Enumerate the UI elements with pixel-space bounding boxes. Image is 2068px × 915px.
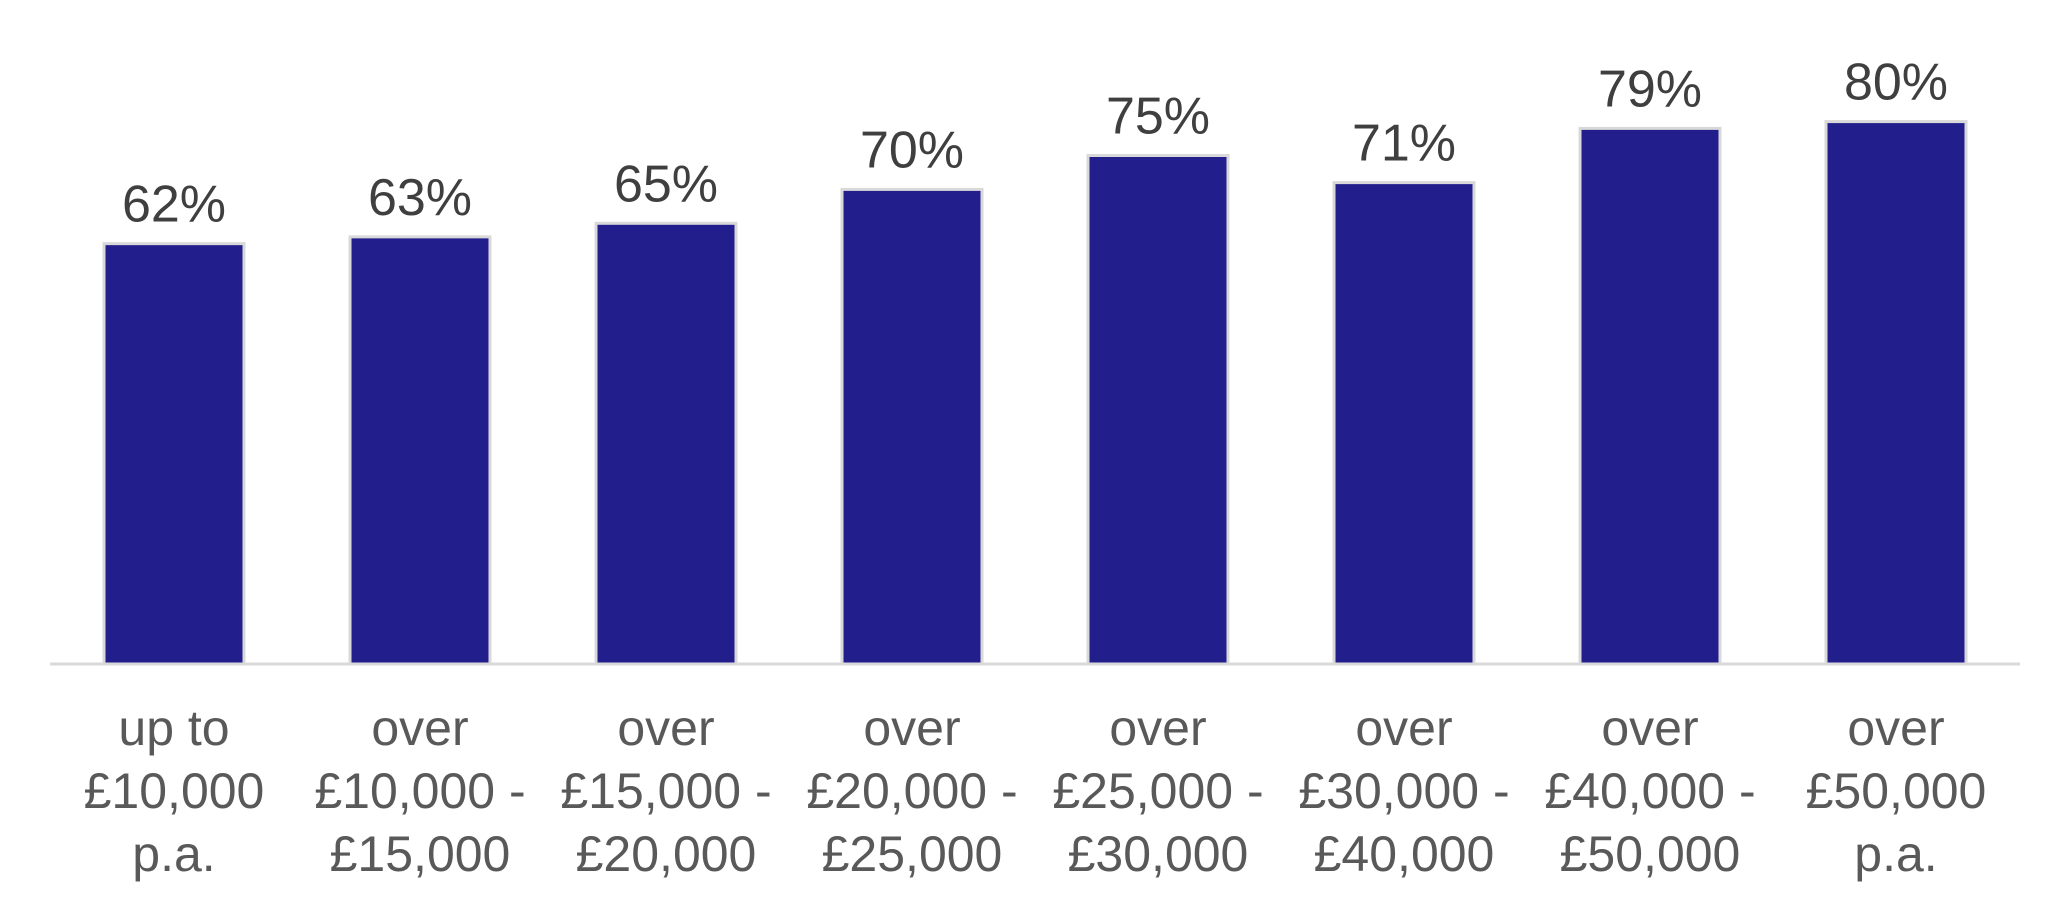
category-label-line: £20,000	[576, 826, 757, 882]
category-label: up to £10,000 p.a.	[84, 700, 265, 882]
bar	[594, 221, 738, 666]
bar	[1086, 154, 1230, 666]
category-label-line: £20,000 -	[806, 763, 1017, 819]
category-label-line: over	[1601, 700, 1698, 756]
category-label-line: £30,000	[1068, 826, 1249, 882]
category-label-line: £40,000	[1314, 826, 1495, 882]
category-label-line: £40,000 -	[1544, 763, 1755, 819]
category-label-line: p.a.	[1854, 826, 1937, 882]
category-label-line: over	[617, 700, 714, 756]
category-label: over £20,000 - £25,000	[806, 700, 1017, 882]
bar-value-label: 71%	[1352, 115, 1456, 173]
category-label-line: £15,000	[330, 826, 511, 882]
bar	[1332, 181, 1476, 666]
category-label-line: £30,000 -	[1298, 763, 1509, 819]
bar	[840, 187, 984, 666]
category-label: over £40,000 - £50,000	[1544, 700, 1755, 882]
category-label-line: over	[371, 700, 468, 756]
category-label-line: over	[1847, 700, 1944, 756]
category-label-line: £25,000 -	[1052, 763, 1263, 819]
category-label: over £50,000 p.a.	[1806, 700, 1987, 882]
bar-value-label: 62%	[122, 176, 226, 234]
category-label-line: £15,000 -	[560, 763, 771, 819]
bar	[1578, 126, 1722, 666]
category-label-line: £10,000 -	[314, 763, 525, 819]
category-label-line: over	[1109, 700, 1206, 756]
bar-value-label: 75%	[1106, 88, 1210, 146]
bar-value-label: 63%	[368, 169, 472, 227]
category-label: over £25,000 - £30,000	[1052, 700, 1263, 882]
category-label-line: over	[1355, 700, 1452, 756]
value-labels-group: 62% 63% 65% 70% 75% 71% 79% 80%	[122, 54, 1948, 234]
category-label-line: up to	[118, 700, 229, 756]
category-label-line: p.a.	[132, 826, 215, 882]
category-labels-group: up to £10,000 p.a.over £10,000 -£15,000over…	[84, 700, 1987, 882]
category-label-line: £10,000	[84, 763, 265, 819]
category-label-line: £50,000	[1560, 826, 1741, 882]
bars-group	[102, 120, 1968, 666]
category-label: over £15,000 - £20,000	[560, 700, 771, 882]
bar-value-label: 79%	[1598, 60, 1702, 118]
category-label: over £10,000 - £15,000	[314, 700, 525, 882]
bar	[348, 235, 492, 666]
category-label-line: £25,000	[822, 826, 1003, 882]
bar-value-label: 80%	[1844, 54, 1948, 112]
bar	[102, 242, 246, 666]
category-label: over £30,000 - £40,000	[1298, 700, 1509, 882]
bar-value-label: 70%	[860, 121, 964, 179]
category-label-line: over	[863, 700, 960, 756]
category-label-line: £50,000	[1806, 763, 1987, 819]
bar	[1824, 120, 1968, 666]
bar-value-label: 65%	[614, 155, 718, 213]
